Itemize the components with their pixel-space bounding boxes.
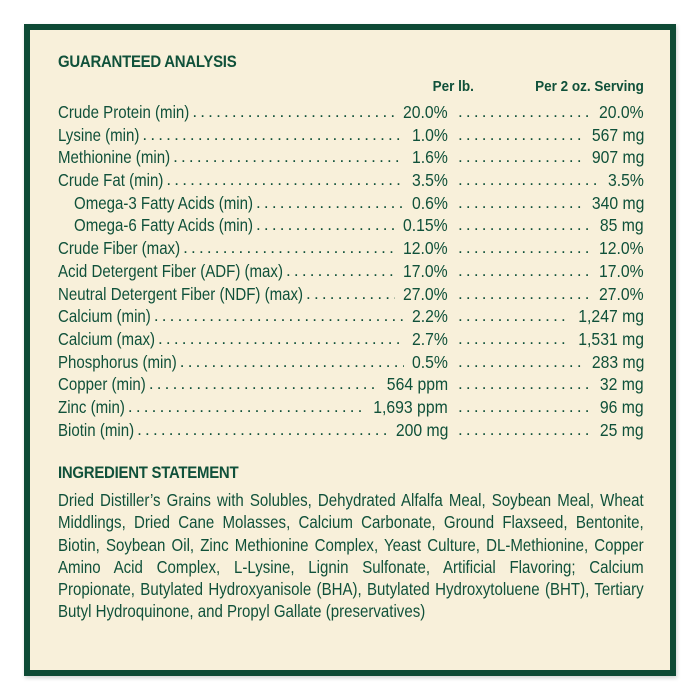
per-serving-value: 907 mg bbox=[591, 147, 644, 168]
dot-leader: ........................................ bbox=[458, 306, 570, 326]
analysis-row: Zinc (min)..............................… bbox=[58, 396, 644, 419]
per-serving-value: 27.0% bbox=[599, 283, 644, 304]
analysis-row: Crude Protein (min).....................… bbox=[58, 101, 644, 124]
dot-leader: ........................................ bbox=[458, 147, 583, 167]
per-serving-value: 340 mg bbox=[591, 192, 644, 213]
analysis-label: Crude Protein (min) bbox=[58, 102, 190, 122]
analysis-row: Lysine (min)............................… bbox=[58, 124, 644, 147]
per-lb-value: 17.0% bbox=[403, 260, 448, 281]
per-serving-value: 12.0% bbox=[599, 238, 644, 259]
dot-leader: ........................................… bbox=[148, 374, 379, 394]
analysis-row: Phosphorus (min)........................… bbox=[58, 351, 644, 374]
per-lb-value: 12.0% bbox=[403, 238, 448, 259]
per-serving-value: 32 mg bbox=[600, 374, 644, 395]
dot-leader: ........................................… bbox=[192, 102, 395, 121]
dot-leader: ........................................… bbox=[255, 215, 395, 235]
per-serving-value: 1,247 mg bbox=[578, 306, 644, 327]
analysis-label: Crude Fiber (max) bbox=[58, 238, 181, 259]
per-serving-value: 20.0% bbox=[599, 102, 644, 122]
analysis-label: Calcium (min) bbox=[58, 306, 151, 327]
per-serving-value: 567 mg bbox=[591, 124, 644, 145]
analysis-label: Copper (min) bbox=[58, 374, 146, 395]
per-lb-value: 0.15% bbox=[403, 215, 448, 236]
analysis-label: Phosphorus (min) bbox=[58, 351, 177, 372]
per-serving-value: 17.0% bbox=[599, 260, 644, 281]
dot-leader: ........................................… bbox=[255, 192, 405, 212]
dot-leader: ........................................… bbox=[166, 170, 405, 190]
per-lb-value: 564 ppm bbox=[386, 374, 448, 395]
analysis-row: Biotin (min)............................… bbox=[58, 419, 644, 442]
dot-leader: ........................................… bbox=[137, 419, 387, 439]
dot-leader: ........................................… bbox=[306, 283, 395, 303]
guaranteed-analysis-title: GUARANTEED ANALYSIS bbox=[58, 52, 237, 71]
dot-leader: ........................................ bbox=[458, 238, 592, 258]
per-lb-value: 20.0% bbox=[403, 102, 448, 122]
per-lb-value: 0.5% bbox=[412, 351, 448, 372]
analysis-row: Methionine (min)........................… bbox=[58, 146, 644, 169]
analysis-label: Acid Detergent Fiber (ADF) (max) bbox=[58, 260, 283, 281]
dot-leader: ........................................… bbox=[127, 396, 366, 416]
analysis-label: Biotin (min) bbox=[58, 419, 135, 440]
dot-leader: ........................................ bbox=[458, 170, 601, 190]
per-lb-value: 27.0% bbox=[403, 283, 448, 304]
analysis-label: Zinc (min) bbox=[58, 396, 125, 417]
per-lb-value: 1,693 ppm bbox=[373, 396, 448, 417]
dot-leader: ........................................ bbox=[458, 124, 583, 144]
analysis-label: Lysine (min) bbox=[58, 124, 140, 145]
dot-leader: ........................................ bbox=[458, 419, 593, 439]
guaranteed-analysis-table: Crude Protein (min).....................… bbox=[58, 101, 644, 441]
analysis-row: Neutral Detergent Fiber (NDF) (max).....… bbox=[58, 283, 644, 306]
analysis-row: Omega-3 Fatty Acids (min)...............… bbox=[58, 192, 644, 215]
dot-leader: ........................................ bbox=[458, 215, 593, 235]
per-lb-value: 200 mg bbox=[395, 419, 448, 440]
analysis-row: Copper (min)............................… bbox=[58, 373, 644, 396]
analysis-label: Calcium (max) bbox=[58, 328, 156, 349]
dot-leader: ........................................ bbox=[458, 328, 570, 348]
per-lb-value: 1.6% bbox=[412, 147, 448, 168]
per-lb-value: 0.6% bbox=[412, 192, 448, 213]
per-serving-value: 283 mg bbox=[591, 351, 644, 372]
dot-leader: ........................................ bbox=[458, 283, 592, 303]
per-lb-value: 2.7% bbox=[412, 328, 448, 349]
dot-leader: ........................................ bbox=[458, 102, 592, 121]
dot-leader: ........................................ bbox=[458, 260, 592, 280]
analysis-label: Methionine (min) bbox=[58, 147, 171, 168]
analysis-row: Acid Detergent Fiber (ADF) (max)........… bbox=[58, 260, 644, 283]
per-serving-value: 1,531 mg bbox=[578, 328, 644, 349]
dot-leader: ........................................… bbox=[158, 328, 404, 348]
dot-leader: ........................................… bbox=[183, 238, 395, 258]
dot-leader: ........................................… bbox=[153, 306, 404, 326]
analysis-label: Omega-3 Fatty Acids (min) bbox=[74, 192, 253, 213]
analysis-label: Crude Fat (min) bbox=[58, 170, 164, 191]
dot-leader: ........................................… bbox=[142, 124, 404, 144]
per-serving-value: 3.5% bbox=[608, 170, 644, 191]
analysis-label: Neutral Detergent Fiber (NDF) (max) bbox=[58, 283, 304, 304]
dot-leader: ........................................… bbox=[285, 260, 395, 280]
per-lb-value: 3.5% bbox=[412, 170, 448, 191]
analysis-row: Omega-6 Fatty Acids (min)...............… bbox=[58, 214, 644, 237]
analysis-row: Crude Fat (min).........................… bbox=[58, 169, 644, 192]
dot-leader: ........................................ bbox=[458, 396, 593, 416]
dot-leader: ........................................… bbox=[173, 147, 405, 167]
per-serving-value: 85 mg bbox=[600, 215, 644, 236]
ingredient-statement-title: INGREDIENT STATEMENT bbox=[58, 463, 239, 482]
label-panel: GUARANTEED ANALYSIS Per lb. Per 2 oz. Se… bbox=[24, 24, 676, 676]
analysis-row: Calcium (max)...........................… bbox=[58, 328, 644, 351]
per-lb-value: 1.0% bbox=[412, 124, 448, 145]
ingredient-statement-text: Dried Distiller’s Grains with Solubles, … bbox=[58, 490, 644, 622]
per-lb-value: 2.2% bbox=[412, 306, 448, 327]
column-header-per-lb: Per lb. bbox=[432, 78, 474, 95]
dot-leader: ........................................… bbox=[179, 351, 404, 371]
dot-leader: ........................................ bbox=[458, 351, 583, 371]
dot-leader: ........................................ bbox=[458, 192, 583, 212]
analysis-label: Omega-6 Fatty Acids (min) bbox=[74, 215, 253, 236]
analysis-row: Crude Fiber (max).......................… bbox=[58, 237, 644, 260]
per-serving-value: 96 mg bbox=[600, 396, 644, 417]
column-header-per-serving: Per 2 oz. Serving bbox=[535, 78, 644, 95]
ingredient-statement: Dried Distiller’s Grains with Solubles, … bbox=[58, 489, 644, 623]
per-serving-value: 25 mg bbox=[600, 419, 644, 440]
analysis-row: Calcium (min)...........................… bbox=[58, 305, 644, 328]
dot-leader: ........................................ bbox=[458, 374, 593, 394]
